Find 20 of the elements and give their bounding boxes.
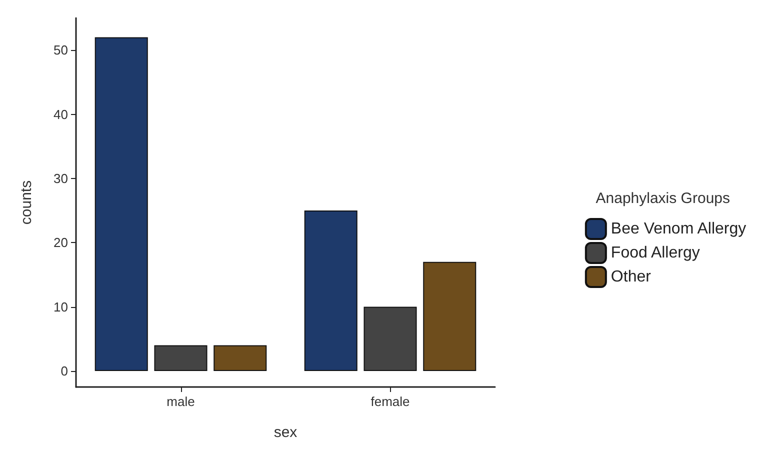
y-tick-label: 10 [54,299,68,314]
x-tick-label: female [370,394,410,409]
bar [94,37,148,371]
legend-title: Anaphylaxis Groups [596,190,730,207]
bar [364,306,417,371]
legend-label: Food Allergy [610,244,700,262]
legend-label: Bee Venom Allergy [610,220,746,238]
y-axis-title: counts [18,180,35,225]
y-tick-label: 40 [54,106,68,122]
legend-label: Other [610,268,652,286]
bar [423,262,476,371]
bar [214,345,267,371]
y-tick-label: 30 [54,170,68,186]
bar [304,210,358,371]
x-tick-label: male [166,394,195,409]
y-tick-label: 0 [60,363,68,378]
y-tick-label: 20 [54,235,68,250]
y-tick-label: 50 [54,42,68,58]
bar [154,345,208,371]
x-axis-title: sex [274,424,298,441]
